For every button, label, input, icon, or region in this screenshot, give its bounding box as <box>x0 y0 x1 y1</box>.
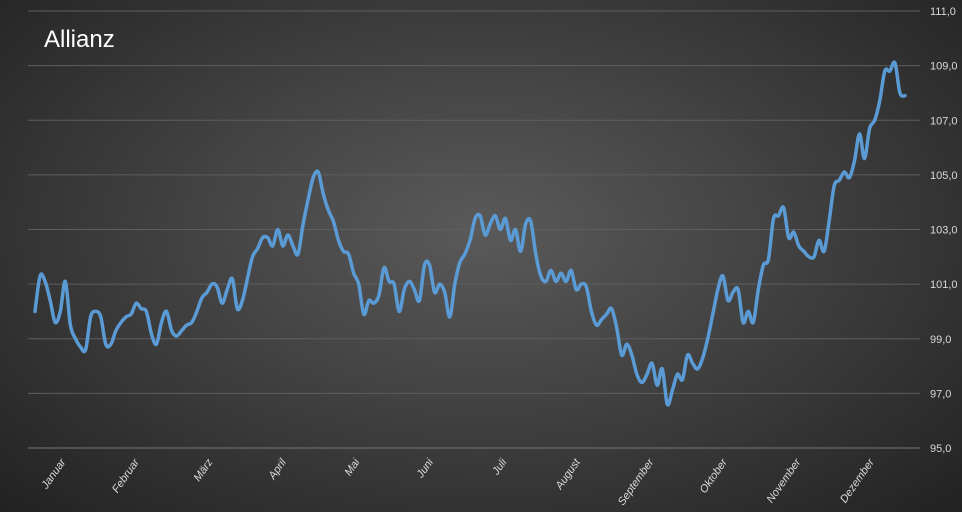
x-tick-label: Mai <box>342 456 362 478</box>
x-tick-label: Oktober <box>698 456 731 496</box>
x-tick-label: August <box>553 456 584 493</box>
x-tick-label: November <box>765 456 805 506</box>
chart-title: Allianz <box>44 26 115 53</box>
y-tick-label: 101,0 <box>930 279 958 291</box>
x-tick-label: Januar <box>39 456 69 492</box>
x-tick-label: März <box>192 456 216 483</box>
x-tick-label: September <box>616 456 657 508</box>
y-tick-label: 109,0 <box>930 61 958 73</box>
y-tick-label: 97,0 <box>930 388 951 400</box>
series-line <box>33 60 907 407</box>
x-tick-label: April <box>266 456 289 482</box>
y-tick-label: 111,0 <box>930 6 956 18</box>
y-tick-label: 99,0 <box>930 334 951 346</box>
x-tick-label: Juli <box>490 456 510 478</box>
y-tick-label: 107,0 <box>930 115 958 127</box>
x-tick-label: Februar <box>110 456 143 496</box>
y-tick-label: 103,0 <box>930 225 958 237</box>
y-tick-label: 95,0 <box>930 443 951 455</box>
x-tick-label: Dezember <box>838 456 878 506</box>
y-tick-label: 105,0 <box>930 170 958 182</box>
x-tick-label: Juni <box>414 456 436 481</box>
